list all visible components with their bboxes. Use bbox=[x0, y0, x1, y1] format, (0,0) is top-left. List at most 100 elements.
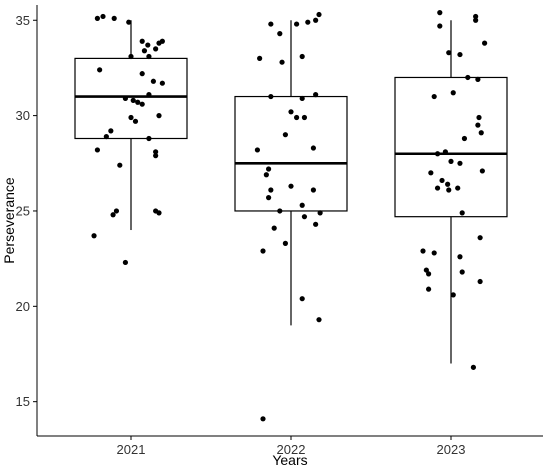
data-point bbox=[457, 254, 463, 260]
data-point bbox=[294, 21, 300, 27]
data-point bbox=[94, 147, 100, 153]
data-point bbox=[459, 269, 465, 275]
data-point bbox=[434, 151, 441, 157]
data-point bbox=[477, 235, 483, 241]
data-point bbox=[153, 149, 159, 155]
data-point bbox=[94, 15, 100, 21]
data-point bbox=[111, 15, 117, 21]
data-point bbox=[305, 19, 311, 25]
data-point bbox=[482, 40, 488, 46]
data-point bbox=[156, 210, 162, 216]
data-point bbox=[316, 317, 322, 323]
data-point bbox=[459, 210, 465, 216]
y-axis-title: Perseverance bbox=[1, 177, 17, 264]
data-point bbox=[431, 93, 437, 100]
data-point bbox=[268, 21, 274, 27]
data-point bbox=[301, 214, 308, 220]
data-point bbox=[316, 11, 322, 18]
y-tick-label: 25 bbox=[16, 203, 30, 218]
data-point bbox=[448, 158, 454, 164]
data-point bbox=[108, 128, 114, 134]
data-point bbox=[268, 93, 274, 100]
data-point bbox=[437, 23, 443, 29]
x-ticks: 2021 2022 2023 bbox=[117, 436, 466, 457]
y-tick-label: 20 bbox=[16, 299, 30, 314]
data-point bbox=[277, 31, 283, 37]
data-point bbox=[277, 208, 283, 214]
data-point bbox=[122, 95, 128, 102]
x-tick-label: 2022 bbox=[277, 442, 306, 457]
y-tick-label: 30 bbox=[16, 108, 30, 123]
data-point bbox=[263, 172, 269, 178]
data-point bbox=[465, 74, 471, 81]
data-point bbox=[434, 185, 441, 191]
data-point bbox=[122, 259, 128, 266]
data-point bbox=[146, 92, 152, 98]
data-point bbox=[475, 76, 481, 82]
data-point bbox=[126, 19, 132, 25]
data-point bbox=[437, 10, 443, 16]
data-point bbox=[97, 67, 103, 73]
data-point bbox=[260, 416, 266, 422]
x-tick-label: 2021 bbox=[117, 442, 146, 457]
data-point bbox=[110, 212, 116, 218]
data-point bbox=[423, 267, 429, 273]
data-point bbox=[470, 364, 476, 370]
data-point bbox=[91, 233, 97, 239]
data-point bbox=[150, 78, 156, 84]
box-iqr bbox=[234, 95, 348, 212]
data-point bbox=[153, 46, 159, 52]
data-point bbox=[271, 225, 277, 231]
box-iqr bbox=[394, 76, 508, 218]
data-point bbox=[445, 181, 451, 187]
data-point bbox=[139, 101, 145, 107]
data-point bbox=[310, 187, 316, 193]
data-point bbox=[139, 71, 145, 77]
data-point bbox=[457, 51, 463, 58]
data-point bbox=[473, 13, 479, 20]
y-tick-label: 35 bbox=[16, 13, 30, 28]
points-layer bbox=[91, 10, 488, 422]
data-point bbox=[446, 50, 452, 56]
data-point bbox=[288, 109, 294, 115]
data-point bbox=[299, 95, 305, 102]
data-point bbox=[117, 162, 123, 168]
data-point bbox=[257, 55, 263, 61]
data-point bbox=[146, 53, 152, 60]
data-point bbox=[431, 250, 437, 256]
y-tick-label: 15 bbox=[16, 394, 30, 409]
data-point bbox=[282, 240, 288, 246]
data-point bbox=[254, 147, 260, 153]
data-point bbox=[426, 286, 432, 292]
data-point bbox=[426, 271, 432, 277]
data-point bbox=[156, 113, 162, 119]
data-point bbox=[455, 185, 461, 191]
data-point bbox=[313, 17, 319, 23]
data-point bbox=[457, 160, 463, 166]
data-point bbox=[317, 210, 323, 216]
data-point bbox=[450, 90, 456, 96]
data-point bbox=[141, 48, 148, 54]
data-point bbox=[450, 292, 456, 298]
data-point bbox=[475, 122, 481, 128]
data-point bbox=[439, 177, 445, 184]
data-point bbox=[479, 168, 485, 174]
data-point bbox=[473, 17, 479, 23]
data-point bbox=[313, 92, 319, 98]
boxes-layer bbox=[74, 20, 508, 364]
data-point bbox=[135, 99, 141, 105]
data-point bbox=[268, 187, 274, 193]
data-point bbox=[128, 53, 134, 60]
data-point bbox=[446, 187, 452, 193]
data-point bbox=[313, 221, 319, 227]
y-ticks: 15 20 25 30 35 bbox=[16, 13, 37, 409]
data-point bbox=[266, 166, 272, 172]
data-point bbox=[100, 13, 106, 20]
data-point bbox=[266, 195, 272, 201]
data-point bbox=[130, 97, 136, 103]
data-point bbox=[282, 132, 288, 138]
axes-layer bbox=[36, 5, 543, 437]
x-tick-label: 2023 bbox=[437, 442, 466, 457]
data-point bbox=[294, 114, 300, 121]
